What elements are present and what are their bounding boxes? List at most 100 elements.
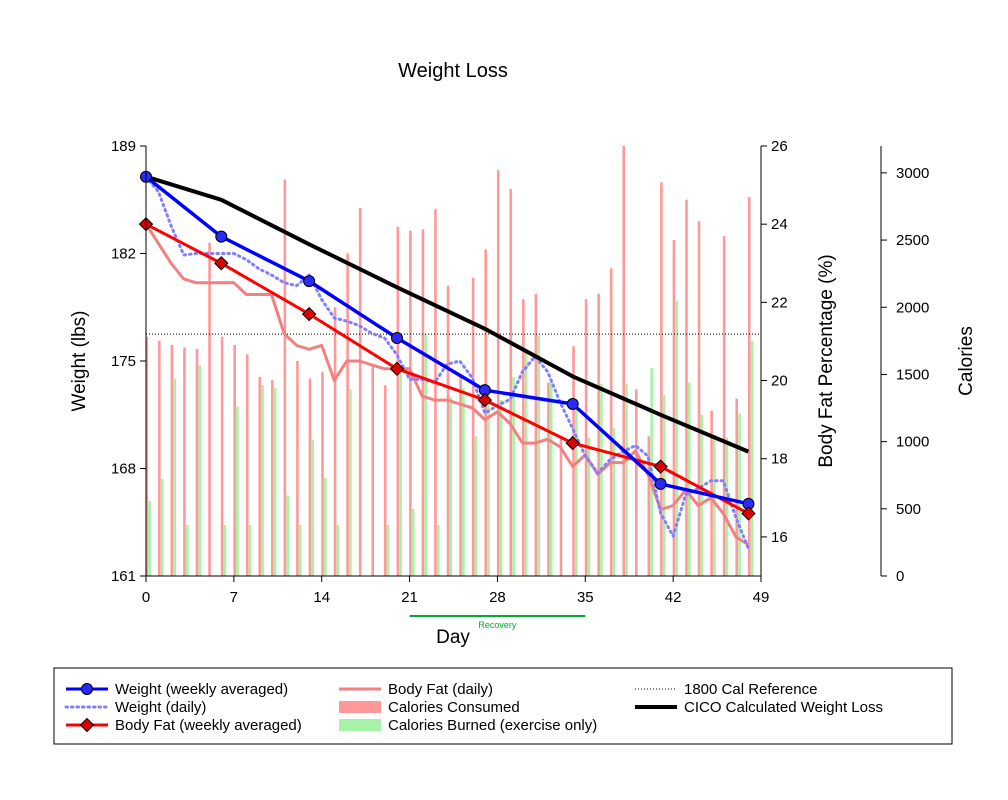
y2-tick-label: 16 — [771, 529, 788, 546]
legend-swatch-marker — [81, 683, 93, 695]
calories-burned-bar — [587, 437, 591, 576]
legend-swatch-rect — [339, 719, 381, 731]
legend-item-cico: CICO Calculated Weight Loss — [635, 699, 883, 716]
calories-consumed-bar — [245, 354, 249, 576]
y-tick-label: 182 — [111, 246, 136, 263]
bodyfat-weekly-point — [477, 392, 493, 408]
y-axis-label: Weight (lbs) — [69, 310, 90, 411]
calories-consumed-bar — [735, 398, 738, 576]
x-tick-label: 14 — [313, 589, 330, 606]
calories-consumed-bar — [170, 344, 174, 576]
calories-burned-bar — [286, 495, 289, 576]
calories-consumed-bar — [609, 268, 613, 576]
calories-burned-bar — [537, 335, 540, 576]
x-tick-label: 28 — [489, 589, 506, 606]
legend-label: Weight (weekly averaged) — [115, 681, 288, 698]
x-tick-label: 0 — [142, 589, 150, 606]
calories-consumed-bar — [584, 299, 588, 576]
x-axis-label: Day — [436, 627, 470, 648]
y3-tick-label: 500 — [896, 501, 921, 518]
calories-consumed-bar — [258, 377, 262, 576]
calories-burned-bar — [298, 524, 302, 576]
calories-consumed-bar — [522, 299, 525, 576]
y3-tick-label: 1000 — [896, 434, 929, 451]
calories-burned-bar — [575, 409, 578, 576]
calories-consumed-bar — [158, 340, 161, 576]
calories-burned-bar — [273, 387, 277, 576]
calories-burned-bar — [336, 524, 340, 576]
y2-tick-label: 24 — [771, 216, 788, 233]
calories-consumed-bar — [233, 344, 236, 576]
calories-burned-bar — [750, 340, 754, 576]
y2-tick-label: 18 — [771, 451, 788, 468]
calories-burned-bar — [713, 434, 716, 576]
calories-consumed-bar — [747, 197, 751, 576]
calories-consumed-bar — [283, 179, 287, 576]
y-tick-label: 175 — [111, 353, 136, 370]
calories-burned-bar — [738, 413, 741, 576]
y3-tick-label: 2500 — [896, 232, 929, 249]
y2-tick-label: 26 — [771, 138, 788, 155]
calories-consumed-bar — [195, 348, 199, 576]
bodyfat-weekly-point — [653, 459, 668, 474]
calories-consumed-bar — [321, 371, 324, 576]
calories-burned-bar — [236, 406, 239, 576]
legend-label: Body Fat (daily) — [388, 681, 493, 698]
calories-consumed-bar — [308, 378, 312, 576]
legend-item-weight-weekly: Weight (weekly averaged) — [66, 681, 288, 698]
x-tick-label: 21 — [401, 589, 418, 606]
y3-axis-label: Calories — [956, 326, 977, 396]
calories-burned-bar — [449, 397, 453, 576]
calories-burned-bars — [148, 300, 754, 576]
calories-consumed-bars — [145, 146, 751, 576]
calories-burned-bar — [424, 334, 428, 576]
series-line-weight-weekly — [144, 175, 749, 506]
calories-burned-bar — [462, 387, 465, 576]
legend-item-bodyfat-weekly: Body Fat (weekly averaged) — [66, 717, 302, 734]
legend-item-bodyfat-daily: Body Fat (daily) — [339, 681, 493, 698]
legend-swatch-marker — [79, 717, 95, 733]
calories-burned-bar — [311, 440, 315, 576]
legend-label: Calories Burned (exercise only) — [388, 717, 597, 734]
legend-item-calories-consumed: Calories Consumed — [339, 699, 520, 716]
calories-consumed-bar — [446, 285, 450, 576]
legend-label: CICO Calculated Weight Loss — [684, 699, 883, 716]
legend-label: 1800 Cal Reference — [684, 681, 817, 698]
calories-consumed-bar — [660, 182, 663, 576]
x-tick-label: 42 — [665, 589, 682, 606]
calories-consumed-bar — [409, 230, 412, 576]
calories-burned-bar — [625, 383, 628, 576]
calories-burned-bar — [223, 524, 227, 576]
y3-tick-label: 3000 — [896, 165, 929, 182]
y3-tick-label: 2000 — [896, 299, 929, 316]
x-tick-label: 49 — [753, 589, 770, 606]
calories-burned-bar — [160, 479, 164, 576]
y3-tick-label: 0 — [896, 568, 904, 585]
calories-consumed-bar — [421, 229, 425, 576]
calories-consumed-bar — [697, 221, 701, 576]
calories-consumed-bar — [509, 189, 513, 576]
y2-tick-label: 20 — [771, 373, 788, 390]
weight-weekly-point — [215, 230, 228, 243]
weight-weekly-point — [654, 477, 667, 490]
calories-consumed-bar — [722, 236, 726, 576]
calories-burned-bar — [436, 524, 440, 576]
bodyfat-weekly-point — [214, 256, 229, 271]
calories-burned-bar — [650, 367, 653, 576]
calories-burned-bar — [600, 383, 603, 576]
calories-consumed-bar — [383, 385, 387, 576]
calories-consumed-bar — [434, 209, 437, 576]
legend-box — [53, 667, 953, 745]
calories-burned-bar — [261, 385, 264, 576]
calories-consumed-bar — [471, 277, 475, 576]
bodyfat-weekly-point — [565, 435, 580, 451]
calories-consumed-bar — [358, 207, 362, 576]
calories-burned-bar — [411, 508, 415, 576]
calories-burned-bar — [198, 365, 202, 576]
calories-burned-bar — [474, 436, 478, 576]
legend-label: Body Fat (weekly averaged) — [115, 717, 302, 734]
calories-consumed-bar — [597, 293, 600, 576]
calories-burned-bar — [675, 300, 679, 576]
legend-item-weight-daily: Weight (daily) — [64, 699, 206, 716]
y2-tick-label: 22 — [771, 294, 788, 311]
